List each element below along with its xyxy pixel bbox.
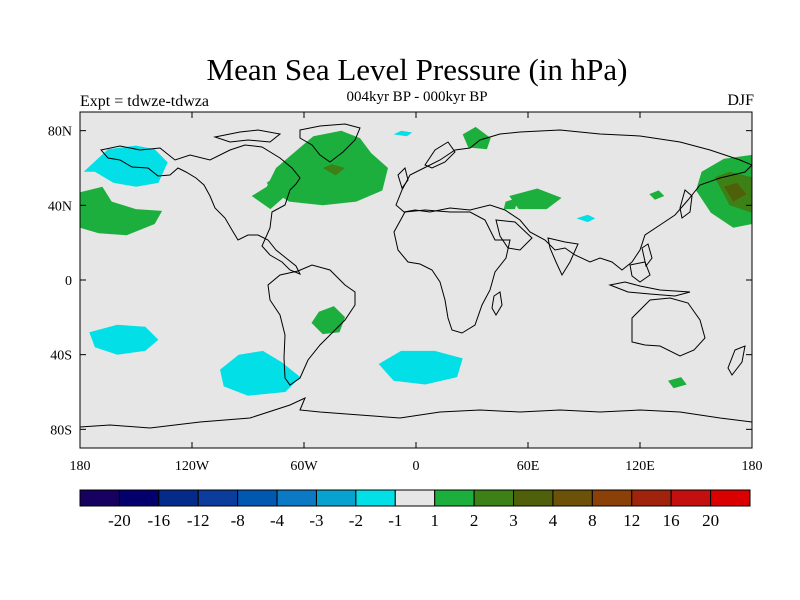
coastline-arabia bbox=[495, 219, 533, 251]
colorbar-swatch-9 bbox=[434, 489, 475, 507]
coastline-india bbox=[547, 237, 579, 277]
colorbar-label-9: 2 bbox=[470, 511, 479, 530]
colorbar-swatch-11 bbox=[513, 489, 554, 507]
anomaly-region-13 bbox=[649, 190, 665, 200]
season-label: DJF bbox=[727, 92, 754, 109]
colorbar-label-5: -3 bbox=[309, 511, 323, 530]
y-tick-label-4: 80S bbox=[50, 423, 72, 438]
colorbar-label-6: -2 bbox=[349, 511, 363, 530]
anomaly-region-8 bbox=[266, 171, 290, 195]
x-tick-label-4: 60E bbox=[517, 459, 540, 474]
coastline-greenland bbox=[299, 123, 361, 163]
coastline-indonesia bbox=[608, 281, 691, 297]
y-tick-label-2: 0 bbox=[65, 274, 72, 289]
colorbar-swatch-14 bbox=[631, 489, 672, 507]
coastline-british-isles bbox=[397, 167, 409, 190]
colorbar-label-14: 16 bbox=[663, 511, 680, 530]
anomaly-region-3 bbox=[378, 350, 463, 385]
colorbar-label-2: -12 bbox=[187, 511, 210, 530]
colorbar-label-3: -8 bbox=[231, 511, 245, 530]
colorbar-swatch-6 bbox=[315, 489, 357, 507]
anomaly-region-6 bbox=[80, 186, 163, 236]
map-axes: 180 120W 60W 0 60E 120E 180 80N 40N 0 40S 80S bbox=[48, 112, 763, 474]
colorbar-swatch-12 bbox=[552, 489, 593, 507]
coastline-australia bbox=[631, 297, 706, 357]
anomaly-region-9 bbox=[311, 306, 346, 335]
colorbar-swatch-8 bbox=[394, 489, 436, 507]
chart-title: Mean Sea Level Pressure (in hPa) bbox=[206, 52, 628, 87]
coastline-japan bbox=[679, 189, 693, 219]
colorbar-swatch-0 bbox=[79, 489, 120, 507]
colorbar-swatch-15 bbox=[670, 489, 712, 507]
colorbar: -20 -16 -12 -8 -4 -3 -2 -1 1 2 3 4 8 12 16 20 bbox=[79, 489, 751, 530]
colorbar-label-15: 20 bbox=[702, 511, 719, 530]
x-tick-label-6: 180 bbox=[742, 459, 763, 474]
anomaly-region-12 bbox=[503, 197, 519, 210]
coastline-north-america bbox=[100, 144, 302, 275]
x-tick-label-0: 180 bbox=[70, 459, 91, 474]
anomaly-region-19 bbox=[724, 182, 747, 202]
y-tick-label-3: 40S bbox=[50, 349, 72, 364]
colorbar-swatch-1 bbox=[118, 489, 160, 507]
x-tick-label-2: 60W bbox=[290, 459, 318, 474]
anomaly-region-2 bbox=[220, 350, 301, 396]
colorbar-swatch-10 bbox=[473, 489, 515, 507]
colorbar-swatch-7 bbox=[355, 489, 396, 507]
anomaly-region-16 bbox=[251, 186, 286, 210]
anomaly-layer bbox=[80, 126, 752, 396]
colorbar-label-4: -4 bbox=[270, 511, 285, 530]
colorbar-label-10: 3 bbox=[509, 511, 518, 530]
x-tick-label-3: 0 bbox=[413, 459, 420, 474]
coastlines bbox=[80, 123, 752, 429]
colorbar-swatch-5 bbox=[276, 489, 317, 507]
colorbar-label-7: -1 bbox=[388, 511, 402, 530]
coastline-borneo bbox=[629, 261, 651, 283]
coastline-scandinavia bbox=[424, 141, 456, 169]
chart-subtitle: 004kyr BP - 000kyr BP bbox=[346, 89, 488, 105]
coastline-new-zealand bbox=[727, 345, 746, 376]
anomaly-region-11 bbox=[509, 188, 562, 210]
colorbar-swatch-13 bbox=[591, 489, 633, 507]
anomaly-region-5 bbox=[576, 214, 596, 223]
colorbar-label-0: -20 bbox=[108, 511, 131, 530]
colorbar-label-12: 8 bbox=[588, 511, 597, 530]
coastline-arctic-islands bbox=[213, 129, 282, 143]
anomaly-region-17 bbox=[322, 164, 346, 176]
coastline-philippines bbox=[641, 243, 653, 268]
experiment-label: Expt = tdwze-tdwza bbox=[80, 93, 209, 110]
anomaly-region-4 bbox=[393, 130, 413, 137]
coastline-eurasia bbox=[395, 129, 752, 271]
anomaly-region-10 bbox=[462, 126, 491, 150]
colorbar-label-13: 12 bbox=[623, 511, 640, 530]
colorbar-swatch-2 bbox=[158, 489, 199, 507]
anomaly-region-1 bbox=[89, 324, 159, 355]
x-tick-label-5: 120E bbox=[625, 459, 655, 474]
anomaly-region-15 bbox=[668, 377, 687, 389]
coastline-south-america bbox=[267, 264, 356, 386]
coastline-madagascar bbox=[491, 291, 503, 316]
colorbar-swatch-4 bbox=[237, 489, 278, 507]
colorbar-swatch-3 bbox=[197, 489, 239, 507]
y-tick-label-1: 40N bbox=[48, 199, 72, 214]
colorbar-label-1: -16 bbox=[147, 511, 170, 530]
y-tick-label-0: 80N bbox=[48, 125, 72, 140]
colorbar-label-11: 4 bbox=[549, 511, 558, 530]
x-tick-label-1: 120W bbox=[175, 459, 210, 474]
coastline-antarctica bbox=[80, 397, 752, 429]
colorbar-label-8: 1 bbox=[430, 511, 439, 530]
colorbar-swatch-16 bbox=[710, 489, 751, 507]
coastline-africa bbox=[393, 209, 511, 334]
anomaly-region-0 bbox=[83, 145, 168, 187]
map-background bbox=[80, 112, 752, 448]
